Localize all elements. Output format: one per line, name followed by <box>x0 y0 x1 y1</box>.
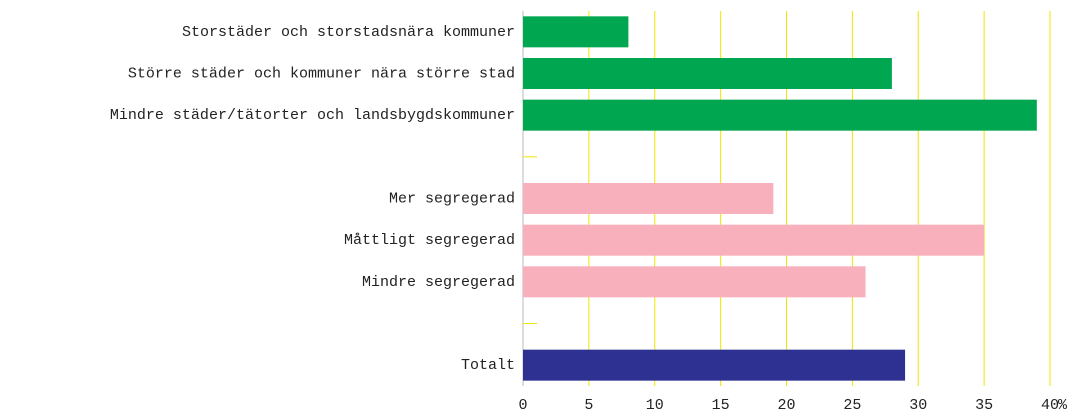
y-tick-label: Måttligt segregerad <box>344 232 515 249</box>
bar <box>523 349 906 381</box>
bar <box>523 224 985 256</box>
bar <box>523 99 1037 131</box>
bar <box>523 16 629 48</box>
x-tick-label: 20 <box>777 397 795 414</box>
y-tick-label: Totalt <box>461 357 515 374</box>
bar <box>523 266 866 298</box>
x-tick-label: 0 <box>518 397 527 414</box>
y-tick-label: Mer segregerad <box>389 190 515 207</box>
x-tick-label: 25 <box>843 397 861 414</box>
y-tick-label: Mindre städer/tätorter och landsbygdskom… <box>110 107 515 124</box>
bar <box>523 58 892 89</box>
x-tick-label: 5 <box>584 397 593 414</box>
y-tick-label: Större städer och kommuner nära större s… <box>128 65 515 82</box>
y-tick-label: Storstäder och storstadsnära kommuner <box>182 24 515 41</box>
x-tick-label: 15 <box>712 397 730 414</box>
x-unit: % <box>1058 397 1068 414</box>
x-tick-label: 30 <box>909 397 927 414</box>
x-tick-label: 35 <box>975 397 993 414</box>
y-tick-label: Mindre segregerad <box>362 274 515 291</box>
x-tick-label: 40 <box>1041 397 1059 414</box>
bar <box>523 183 774 214</box>
x-tick-label: 10 <box>646 397 664 414</box>
